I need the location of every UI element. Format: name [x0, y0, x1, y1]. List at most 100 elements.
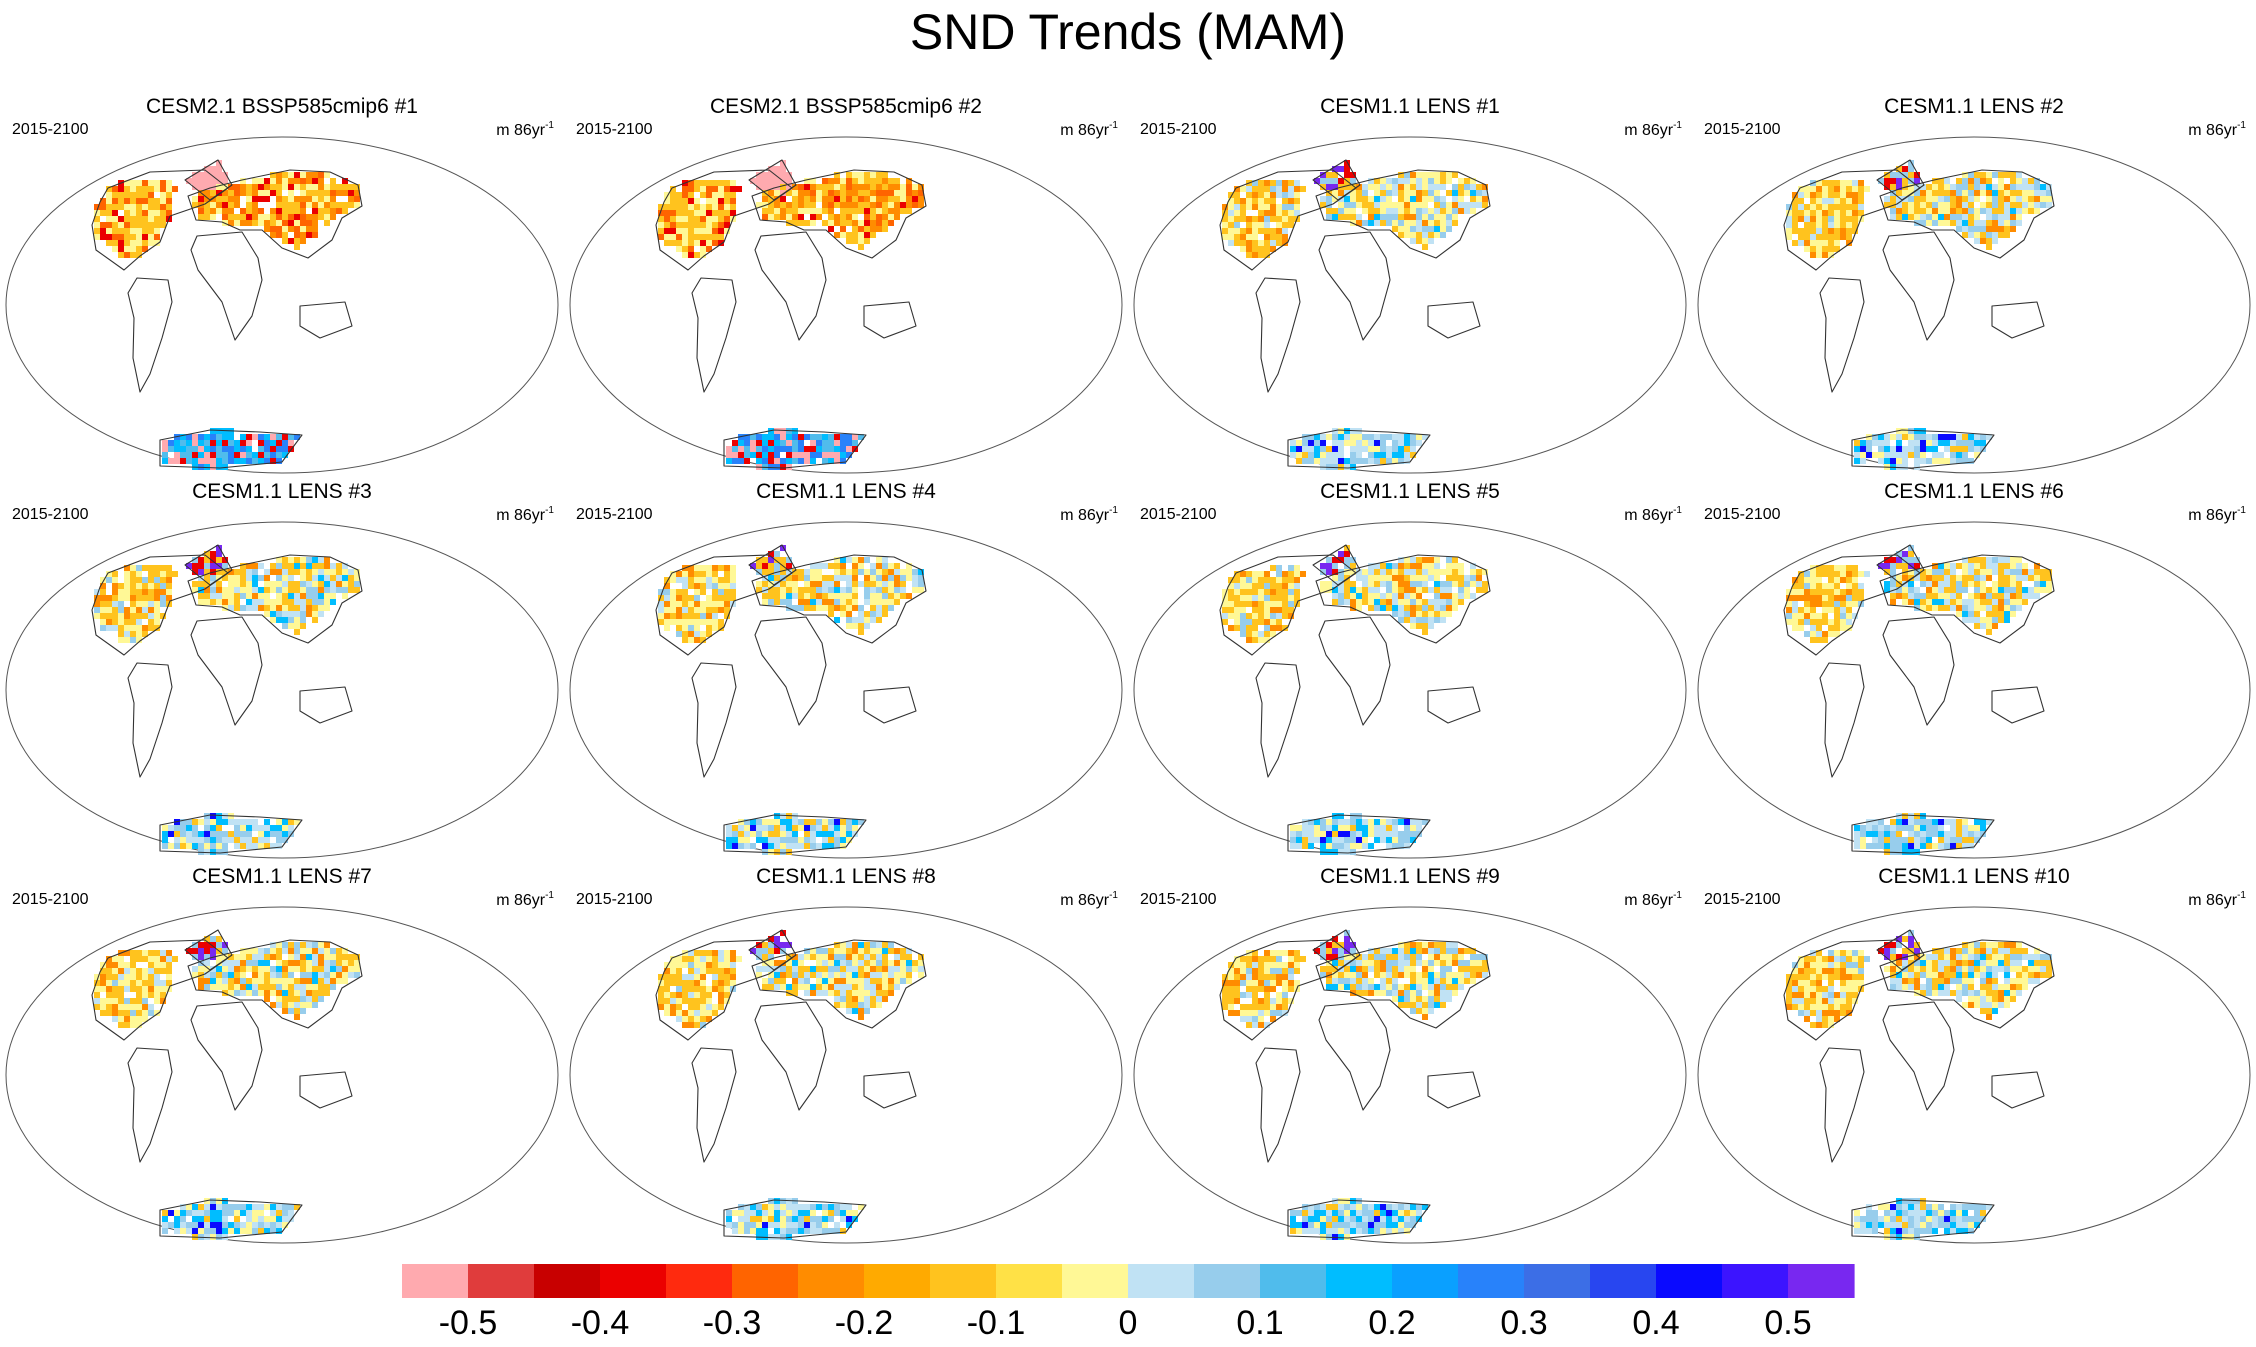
south-america-coastline	[1819, 277, 1865, 393]
units-exponent: -1	[1673, 890, 1682, 901]
snow-trend-field-ant	[1854, 813, 1992, 855]
south-america-coastline	[691, 662, 737, 778]
greenland-coastline	[184, 544, 233, 586]
units-base: m 86yr	[1624, 507, 1674, 524]
map-panel: CESM1.1 LENS #9 2015-2100 m 86yr-1	[1128, 860, 1692, 1250]
snow-trend-field-na	[1786, 565, 1870, 643]
snow-trend-field-eu	[1320, 942, 1488, 1020]
world-map	[1697, 136, 2251, 474]
colorbar-box	[996, 1264, 1063, 1298]
panel-title: CESM1.1 LENS #10	[1878, 865, 2070, 888]
map-panel: CESM1.1 LENS #10 2015-2100 m 86yr-1	[1692, 860, 2256, 1250]
greenland-coastline	[1876, 929, 1925, 971]
australia-coastline	[299, 686, 353, 724]
units-exponent: -1	[1109, 120, 1118, 131]
units-base: m 86yr	[1624, 892, 1674, 909]
antarctica-coastline	[1287, 1199, 1431, 1239]
eurasia-coastline	[1879, 169, 2055, 259]
greenland-coastline	[1312, 544, 1361, 586]
snow-trend-field-ant	[162, 1198, 300, 1240]
colorbar-tick-label: -0.5	[438, 1304, 498, 1342]
south-america-coastline	[691, 1047, 737, 1163]
units-base: m 86yr	[1060, 507, 1110, 524]
world-map	[569, 136, 1123, 474]
colorbar-box	[1128, 1264, 1195, 1298]
africa-coastline	[754, 616, 827, 726]
panel-title: CESM1.1 LENS #8	[756, 865, 936, 888]
units-base: m 86yr	[2188, 892, 2238, 909]
antarctica-coastline	[159, 1199, 303, 1239]
map-panel: CESM1.1 LENS #2 2015-2100 m 86yr-1	[1692, 90, 2256, 480]
map-panel: CESM2.1 BSSP585cmip6 #2 2015-2100 m 86yr-1	[564, 90, 1128, 480]
antarctica-coastline	[1287, 814, 1431, 854]
world-map	[1133, 906, 1687, 1244]
panel-period: 2015-2100	[12, 506, 89, 523]
africa-coastline	[1882, 616, 1955, 726]
panel-title: CESM1.1 LENS #9	[1320, 865, 1500, 888]
antarctica-coastline	[1851, 1199, 1995, 1239]
australia-coastline	[863, 1071, 917, 1109]
colorbar-box	[534, 1264, 601, 1298]
snow-trend-field-ant	[726, 428, 864, 470]
north-america-coastline	[655, 939, 793, 1041]
north-america-coastline	[1783, 939, 1921, 1041]
greenland-coastline	[184, 159, 233, 201]
panel-period: 2015-2100	[1140, 891, 1217, 908]
colorbar-tick-label: -0.3	[702, 1304, 762, 1342]
colorbar-box	[864, 1264, 931, 1298]
panel-title: CESM1.1 LENS #3	[192, 480, 372, 503]
panel-units: m 86yr-1	[1060, 886, 1118, 911]
snow-trend-field-ant	[1290, 428, 1428, 470]
colorbar-tick-label: 0.4	[1632, 1304, 1680, 1342]
snow-trend-field-eu	[1320, 172, 1488, 250]
colorbar-box	[600, 1264, 667, 1298]
snow-trend-field-na	[1786, 950, 1870, 1028]
panel-period: 2015-2100	[576, 891, 653, 908]
snow-trend-field-eu	[192, 172, 360, 250]
units-exponent: -1	[2237, 890, 2246, 901]
panel-period: 2015-2100	[1140, 506, 1217, 523]
australia-coastline	[1991, 1071, 2045, 1109]
units-exponent: -1	[545, 505, 554, 516]
world-map	[1697, 521, 2251, 859]
north-america-coastline	[91, 169, 229, 271]
australia-coastline	[1427, 1071, 1481, 1109]
snow-trend-field-na	[658, 565, 736, 643]
africa-coastline	[1882, 231, 1955, 341]
snow-trend-field-ant	[162, 428, 300, 470]
units-exponent: -1	[1109, 505, 1118, 516]
panel-title: CESM2.1 BSSP585cmip6 #1	[146, 95, 418, 118]
units-exponent: -1	[545, 890, 554, 901]
snow-trend-field-eu	[756, 172, 924, 250]
snow-trend-field-ant	[162, 813, 300, 855]
colorbar-box	[1392, 1264, 1459, 1298]
eurasia-coastline	[1315, 169, 1491, 259]
panel-period: 2015-2100	[12, 121, 89, 138]
world-map	[569, 906, 1123, 1244]
eurasia-coastline	[187, 939, 363, 1029]
south-america-coastline	[1819, 662, 1865, 778]
panel-period: 2015-2100	[12, 891, 89, 908]
panel-period: 2015-2100	[1704, 121, 1781, 138]
eurasia-coastline	[187, 554, 363, 644]
australia-coastline	[299, 301, 353, 339]
units-exponent: -1	[1673, 120, 1682, 131]
australia-coastline	[1427, 301, 1481, 339]
antarctica-coastline	[159, 429, 303, 469]
map-panel: CESM1.1 LENS #4 2015-2100 m 86yr-1	[564, 475, 1128, 865]
africa-coastline	[1318, 231, 1391, 341]
units-base: m 86yr	[1060, 892, 1110, 909]
antarctica-coastline	[1851, 814, 1995, 854]
map-panel: CESM1.1 LENS #3 2015-2100 m 86yr-1	[0, 475, 564, 865]
eurasia-coastline	[1315, 554, 1491, 644]
world-map	[1133, 521, 1687, 859]
units-exponent: -1	[1109, 890, 1118, 901]
antarctica-coastline	[723, 429, 867, 469]
north-america-coastline	[1219, 169, 1357, 271]
snow-trend-field-eu	[192, 557, 360, 635]
antarctica-coastline	[159, 814, 303, 854]
panel-title: CESM1.1 LENS #4	[756, 480, 936, 503]
snow-trend-field-na	[94, 950, 178, 1028]
panel-title: CESM1.1 LENS #6	[1884, 480, 2064, 503]
panel-period: 2015-2100	[576, 121, 653, 138]
